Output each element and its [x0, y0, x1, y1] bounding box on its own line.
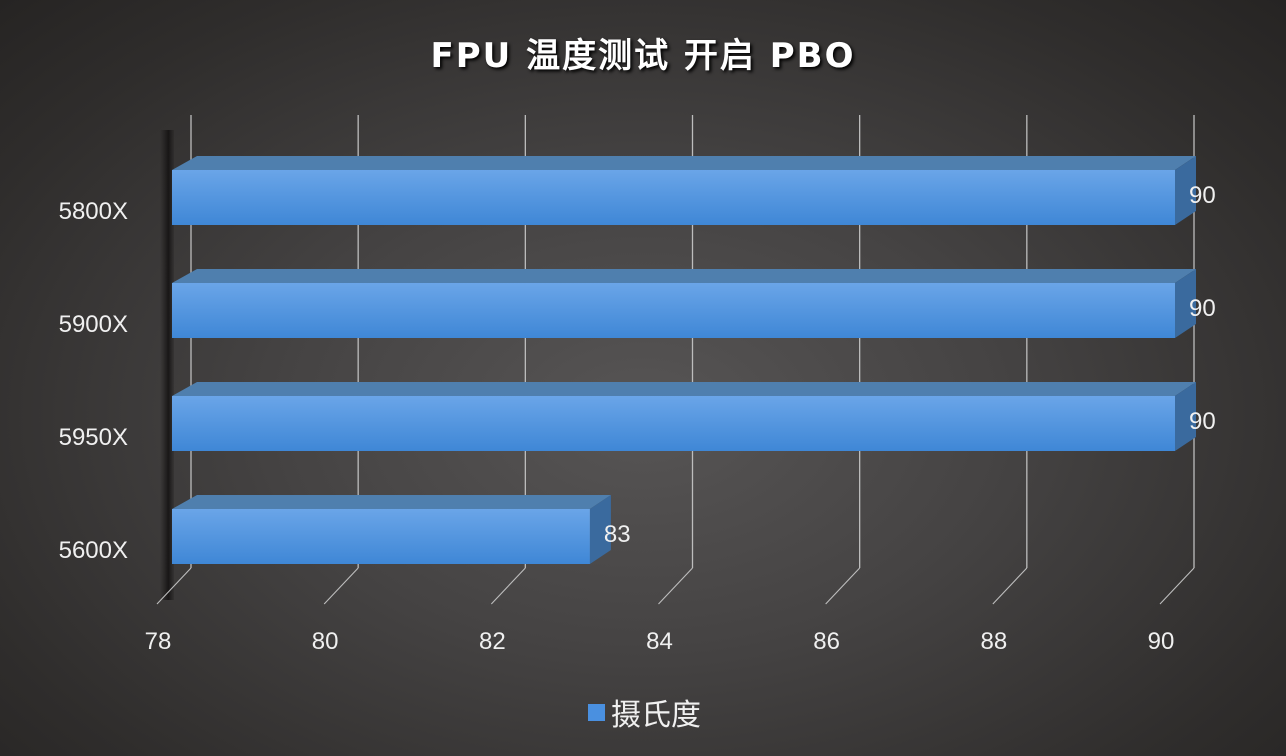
floor-gridline	[156, 567, 192, 605]
floor-gridline	[658, 567, 693, 605]
bar-5600X	[172, 495, 611, 564]
x-tick-label: 80	[311, 628, 339, 655]
data-label: 83	[603, 521, 631, 548]
category-label: 5600X	[58, 537, 128, 564]
x-tick-label: 82	[478, 628, 506, 655]
legend: 摄氏度	[588, 690, 701, 734]
x-tick-label: 86	[813, 628, 840, 655]
bar-5800X	[172, 156, 1196, 225]
floor-gridline	[1159, 567, 1195, 605]
x-tick-label: 84	[646, 628, 673, 655]
bar-5950X	[172, 382, 1196, 451]
gridlines	[156, 115, 1195, 605]
category-label: 5800X	[58, 198, 128, 225]
bars	[172, 156, 1196, 564]
floor-gridline	[323, 567, 359, 605]
floor-gridline	[825, 567, 861, 605]
category-label: 5950X	[58, 424, 128, 451]
x-tick-label: 90	[1147, 628, 1175, 655]
floor-gridline	[490, 567, 526, 605]
x-tick-label: 78	[144, 628, 172, 655]
chart-title: FPU 温度测试 开启 PBO	[430, 36, 856, 76]
legend-label: 摄氏度	[611, 698, 701, 733]
data-label: 90	[1189, 408, 1216, 435]
floor-gridline	[992, 567, 1028, 605]
x-tick-label: 88	[980, 628, 1008, 655]
side-wall	[160, 130, 174, 600]
category-label: 5900X	[58, 311, 128, 338]
bar-5900X	[172, 269, 1196, 338]
legend-swatch	[588, 703, 605, 721]
data-label: 90	[1189, 295, 1216, 322]
data-label: 90	[1189, 182, 1216, 209]
